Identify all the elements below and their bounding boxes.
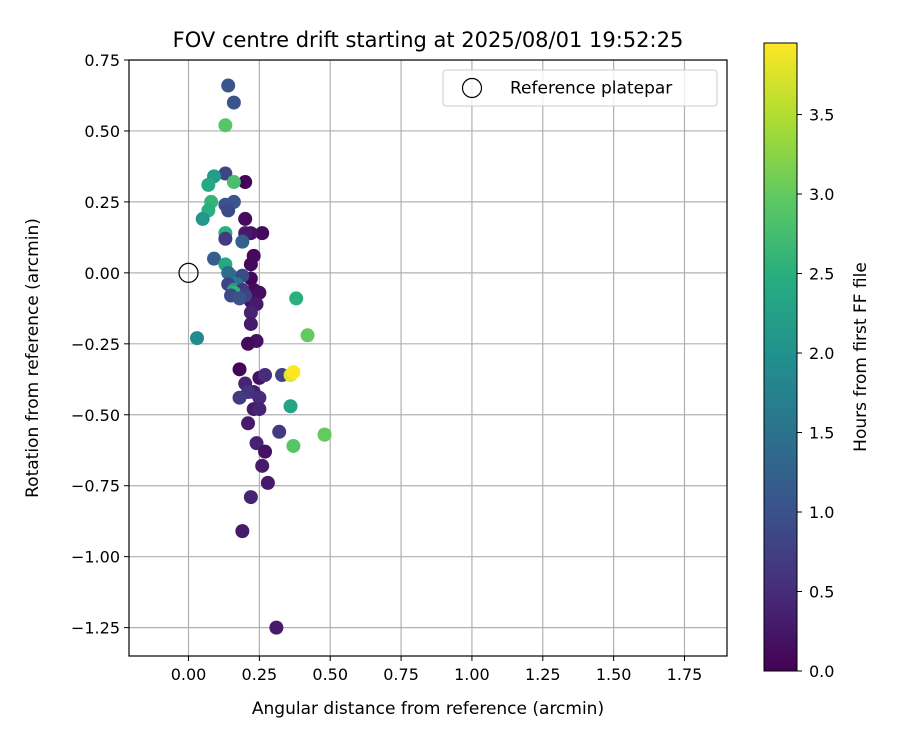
data-point — [252, 285, 267, 300]
colorbar-tick-label: 0.0 — [809, 662, 834, 681]
reference-platepar-marker — [178, 262, 199, 283]
y-tick-label: −1.00 — [71, 548, 120, 567]
data-point — [195, 211, 210, 226]
x-tick-label: 1.25 — [525, 665, 561, 684]
data-point — [238, 211, 253, 226]
grid — [129, 60, 727, 656]
legend-entry-reference-platepar: Reference platepar — [510, 79, 672, 99]
data-point — [243, 316, 258, 331]
y-axis-ticks: 0.75 0.50 0.25 0.00 −0.25 −0.50 −0.75 −1.00 −1.2… — [71, 51, 129, 638]
legend-box — [442, 69, 718, 107]
data-point — [252, 390, 267, 405]
colorbar-ticks: 0.0 0.5 1.0 1.5 2.0 2.5 3.0 3.5 — [797, 106, 834, 681]
data-point — [201, 177, 216, 192]
data-point — [260, 475, 275, 490]
data-point — [218, 231, 233, 246]
data-point — [255, 458, 270, 473]
data-point — [243, 490, 258, 505]
data-point — [241, 336, 256, 351]
data-point — [221, 78, 236, 93]
colorbar-tick-label: 2.5 — [809, 265, 834, 284]
data-point — [286, 438, 301, 453]
data-point — [286, 365, 301, 380]
data-point — [300, 328, 315, 343]
data-point — [241, 416, 256, 431]
data-point — [283, 399, 298, 414]
legend-marker-reference — [461, 77, 483, 99]
x-tick-label: 1.00 — [454, 665, 490, 684]
y-axis-label: Rotation from reference (arcmin) — [23, 218, 43, 498]
data-point — [232, 390, 247, 405]
data-point — [232, 291, 247, 306]
data-point — [221, 265, 236, 280]
data-point — [317, 427, 332, 442]
y-tick-label: −0.50 — [71, 406, 120, 425]
data-points — [178, 78, 332, 635]
colorbar-tick-label: 3.0 — [809, 185, 834, 204]
x-axis-ticks: 0.00 0.25 0.50 0.75 1.00 1.25 1.50 1.75 — [171, 656, 703, 684]
data-point — [226, 95, 241, 110]
colorbar: 0.0 0.5 1.0 1.5 2.0 2.5 3.0 3.5 Hours from firs… — [763, 42, 871, 681]
x-tick-label: 0.50 — [312, 665, 348, 684]
data-point — [226, 175, 241, 190]
y-tick-label: 0.00 — [84, 264, 120, 283]
y-tick-label: −0.75 — [71, 477, 120, 496]
data-point — [190, 331, 205, 346]
colorbar-tick-label: 1.0 — [809, 503, 834, 522]
y-tick-label: 0.50 — [84, 122, 120, 141]
data-point — [238, 175, 253, 190]
y-tick-label: −0.25 — [71, 335, 120, 354]
x-tick-label: 0.75 — [383, 665, 419, 684]
data-point — [235, 234, 250, 249]
data-point — [218, 118, 233, 133]
plot-frame — [128, 59, 728, 657]
colorbar-gradient — [763, 42, 798, 672]
data-point — [289, 291, 304, 306]
data-point — [218, 166, 233, 181]
colorbar-tick-label: 0.5 — [809, 583, 834, 602]
data-point — [272, 424, 287, 439]
colorbar-tick-label: 3.5 — [809, 106, 834, 125]
data-point — [258, 444, 273, 459]
data-point — [243, 257, 258, 272]
data-point — [269, 620, 284, 635]
data-point — [235, 524, 250, 539]
data-point — [232, 362, 247, 377]
data-point — [221, 203, 236, 218]
y-tick-label: 0.75 — [84, 51, 120, 70]
data-point — [207, 251, 222, 266]
colorbar-tick-label: 2.0 — [809, 344, 834, 363]
data-point — [258, 368, 273, 383]
x-tick-label: 0.00 — [171, 665, 207, 684]
x-axis-label: Angular distance from reference (arcmin) — [252, 699, 604, 719]
x-tick-label: 1.75 — [667, 665, 703, 684]
data-point — [252, 402, 267, 417]
y-tick-label: 0.25 — [84, 193, 120, 212]
data-point — [255, 226, 270, 241]
x-tick-label: 1.50 — [596, 665, 632, 684]
data-point — [249, 436, 264, 451]
x-tick-label: 0.25 — [242, 665, 278, 684]
y-tick-label: −1.25 — [71, 619, 120, 638]
colorbar-label: Hours from first FF file — [851, 262, 871, 452]
chart-title: FOV centre drift starting at 2025/08/01 … — [173, 28, 684, 52]
legend: Reference platepar — [442, 69, 718, 107]
colorbar-tick-label: 1.5 — [809, 424, 834, 443]
data-point — [243, 305, 258, 320]
